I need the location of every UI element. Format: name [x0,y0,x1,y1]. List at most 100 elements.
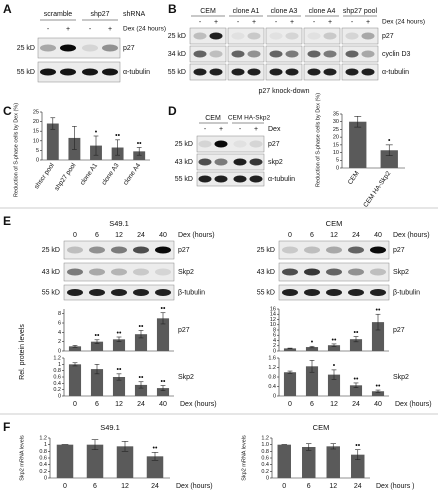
y-axis-label: Skp2 mRNA levels [241,435,247,481]
row-label: p27 [393,247,405,254]
x-tick-label: shscr pool [33,162,56,191]
bar [349,339,363,351]
bar [133,151,146,160]
dex-sign: + [328,19,332,26]
y-tick-label: 0 [266,475,269,481]
band [111,289,127,296]
time-label: 6 [95,232,99,239]
bar [56,444,74,478]
dex-label: Dex (24 hours) [382,19,425,26]
blot-strip [37,37,121,59]
y-tick-label: 25 [33,109,39,115]
band [361,32,375,40]
bar [277,444,291,478]
kd-label: 55 kD [42,289,60,296]
x-tick-label: 0 [63,483,67,490]
blot-strip [196,153,265,171]
blot-strip [303,63,341,81]
blot-strip [227,45,265,63]
time-label: 6 [310,232,314,239]
row-label: p27 [268,141,280,148]
band [269,68,283,76]
band [233,140,247,148]
significance-marker: • [333,363,336,370]
kd-label: 25 kD [257,247,275,254]
dex-label: Dex [268,126,281,133]
band [82,44,98,52]
bar [349,121,367,168]
y-tick-label: 35 [333,111,339,117]
time-axis-label: Dex (hours) [178,232,215,239]
y-tick-label: 1.6 [268,355,276,361]
significance-marker: •• [137,140,142,147]
bar [349,385,363,396]
blot-strip [189,63,227,81]
x-tick-label: 24 [137,401,145,408]
y-tick-label: 5 [336,158,339,164]
dex-sign: + [290,19,294,26]
dex-sign: + [66,26,70,33]
kd-label: 55 kD [257,289,275,296]
significance-marker: • [95,129,98,136]
y-tick-label: 0.8 [268,374,276,380]
bar [86,444,104,478]
band [282,246,298,254]
x-tick-label: clone A4 [122,162,142,187]
band [304,246,320,254]
band [133,289,149,296]
dex-sign: + [366,19,370,26]
y-tick-label: 1 [58,362,61,368]
band [133,246,149,254]
y-tick-label: 5 [36,148,39,154]
significance-marker: •• [161,378,166,385]
bar [327,374,341,396]
dex-sign: - [237,19,240,26]
bar [371,322,385,351]
band [249,158,263,166]
significance-marker: •• [139,375,144,382]
chart-label: p27 [178,327,190,334]
y-tick-label: 0.4 [268,384,276,390]
bar [305,347,319,351]
blot-strip [265,27,303,45]
kd-label: 25 kD [168,33,186,40]
bar [371,391,385,396]
band [326,246,342,254]
significance-marker: •• [117,330,122,337]
dex-sign: + [219,126,223,133]
y-tick-label: 8 [58,311,61,317]
y-axis-label: Reduction of S-phase cells by Dex (%) [315,93,321,187]
panel-letter: D [168,104,177,118]
group-title: shRNA [123,11,146,18]
x-tick-label: 6 [310,401,314,408]
band [247,50,261,58]
blot-strip [278,240,390,260]
blot-strip [303,27,341,45]
row-label: β-tubulin [393,289,420,296]
y-tick-label: 12 [270,317,276,323]
band [209,50,223,58]
y-tick-label: 15 [333,142,339,148]
band [307,32,321,40]
group-label: clone A4 [309,8,336,15]
row-label: α-tubulin [123,69,150,76]
dex-sign: - [275,19,278,26]
band [67,246,83,254]
row-label: p27 [178,247,190,254]
band [133,268,149,276]
band [307,50,321,58]
x-tick-label: 6 [307,483,311,490]
y-tick-label: 1.0 [261,442,269,448]
band [198,140,212,148]
x-tick-label: shp27 pool [53,162,77,193]
y-tick-label: 0.2 [261,469,269,475]
band [193,50,207,58]
dex-sign: - [239,126,242,133]
panel-letter: F [3,420,10,434]
chart-label: p27 [393,327,405,334]
significance-marker: •• [153,445,158,452]
bar [283,348,297,351]
x-tick-label: 40 [159,401,167,408]
bar [156,388,170,396]
blot-strip [189,45,227,63]
